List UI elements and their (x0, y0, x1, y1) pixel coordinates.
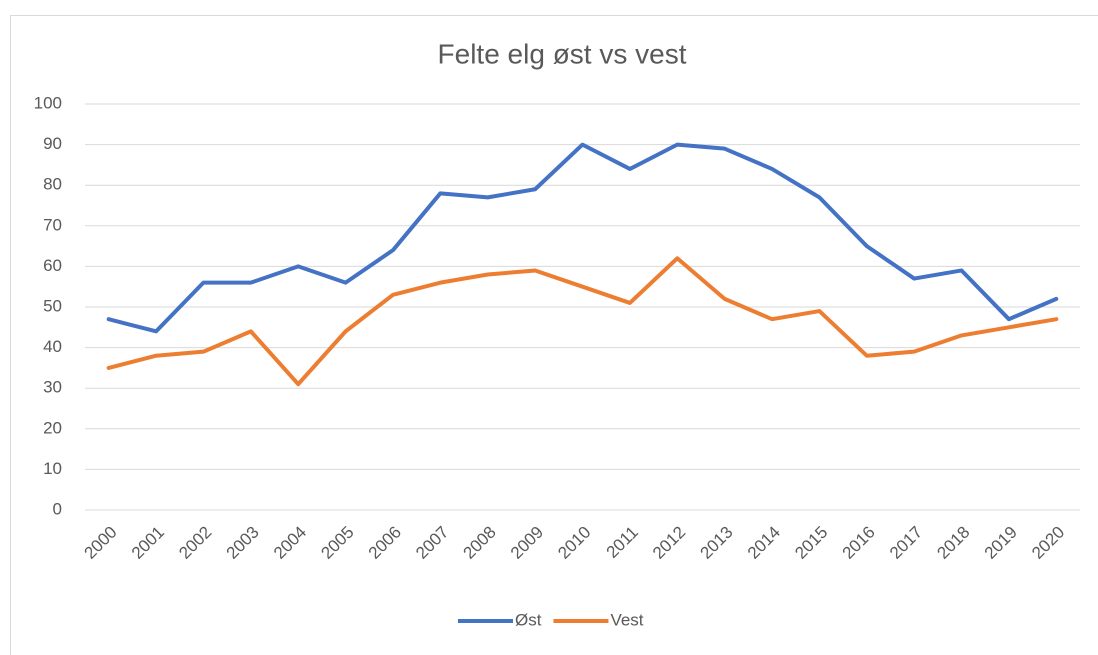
y-tick-label: 30 (43, 378, 62, 397)
y-tick-label: 20 (43, 418, 62, 437)
y-tick-label: 80 (43, 175, 62, 194)
series-line (106, 142, 1059, 334)
y-tick-label: 70 (43, 215, 62, 234)
chart-title: Felte elg øst vs vest (438, 38, 687, 69)
y-tick-label: 60 (43, 256, 62, 275)
y-tick-label: 40 (43, 337, 62, 356)
y-tick-label: 50 (43, 296, 62, 315)
y-tick-label: 0 (53, 499, 62, 518)
legend-label: Øst (515, 610, 542, 629)
y-tick-label: 10 (43, 459, 62, 478)
series-line (106, 256, 1059, 387)
legend-label: Vest (610, 610, 643, 629)
y-tick-label: 100 (34, 93, 62, 112)
y-tick-label: 90 (43, 134, 62, 153)
chart-frame (10, 15, 1098, 655)
